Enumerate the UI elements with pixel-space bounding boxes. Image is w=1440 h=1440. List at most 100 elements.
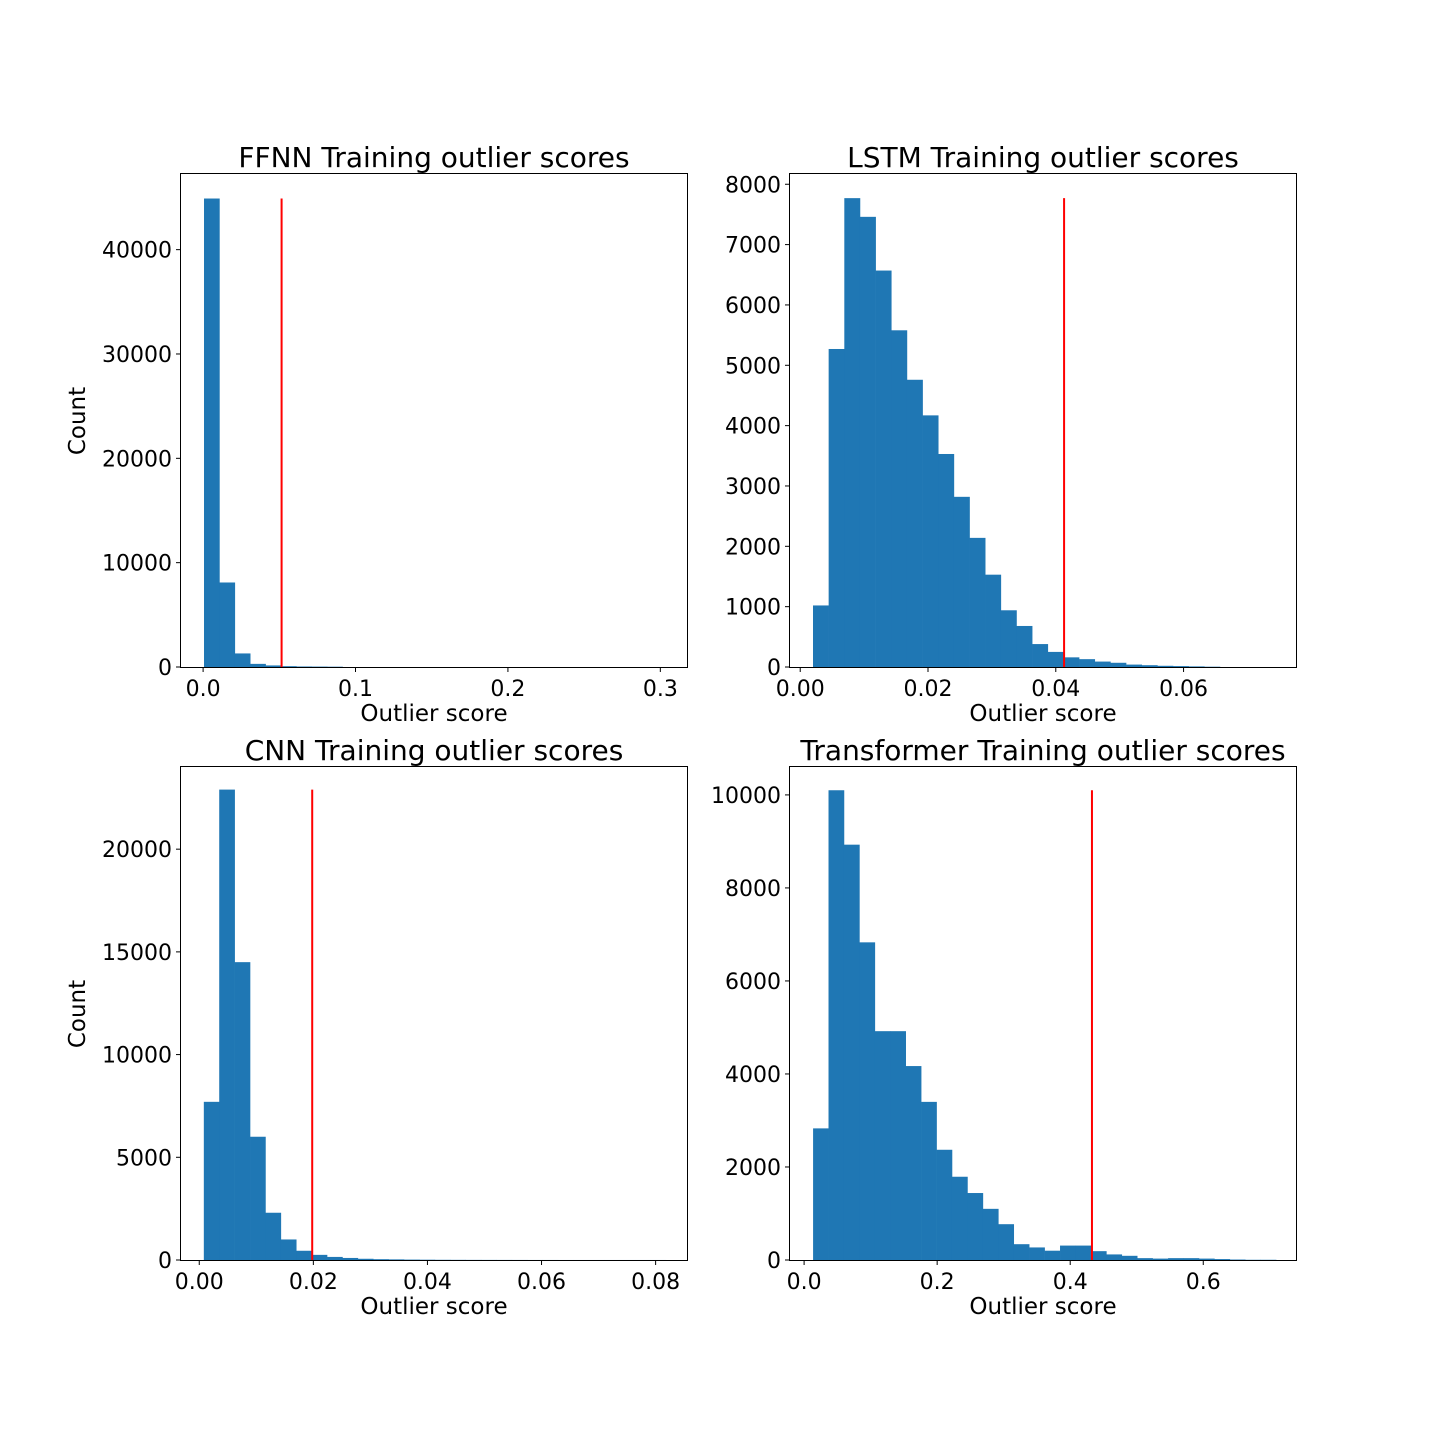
y-tick-label: 7000 — [725, 234, 781, 259]
subplot-ffnn: 0.0 0.1 0.2 0.3 0 10000 20000 30000 40000 FFNN T… — [65, 141, 688, 727]
x-tick-label: 0.00 — [175, 1270, 224, 1295]
histogram-bar — [1214, 1259, 1231, 1260]
x-tick-label: 0.1 — [338, 677, 373, 702]
histogram-bar — [844, 198, 861, 667]
histogram-bar — [1152, 1258, 1169, 1260]
x-tick-label: 0.04 — [1031, 677, 1080, 702]
y-tick-label: 20000 — [102, 838, 172, 863]
histogram-bar — [1075, 1245, 1092, 1260]
y-tick-label: 8000 — [725, 877, 781, 902]
histogram-bar — [969, 537, 986, 667]
histogram-bars — [813, 790, 1277, 1261]
y-axis-label: Count — [65, 387, 91, 455]
y-tick-label: 2000 — [725, 1156, 781, 1181]
y-tick-label: 0 — [767, 1249, 781, 1274]
histogram-bar — [813, 605, 829, 667]
histogram-bar — [1032, 644, 1049, 667]
histogram-bar — [373, 1259, 389, 1260]
histogram-bar — [1183, 1258, 1200, 1260]
y-tick-label: 5000 — [725, 354, 781, 379]
histogram-bar — [280, 666, 297, 667]
axes-frame — [789, 766, 1297, 1261]
y-axis-label: Count — [65, 980, 91, 1048]
histogram-bar — [967, 1193, 984, 1260]
histogram-bar — [1121, 1255, 1138, 1260]
histogram-bar — [843, 844, 860, 1260]
y-tick-label: 6000 — [725, 294, 781, 319]
histogram-bar — [875, 270, 892, 667]
chart-title: CNN Training outlier scores — [245, 734, 624, 767]
x-tick-label: 0.0 — [186, 677, 221, 702]
histogram-bar — [265, 665, 282, 667]
histogram-bar — [938, 453, 955, 667]
histogram-bars — [813, 198, 1221, 668]
histogram-bar — [874, 1031, 891, 1260]
histogram-bar — [1106, 1254, 1123, 1260]
histogram-bar — [1079, 659, 1096, 667]
histogram-bar — [1094, 661, 1111, 667]
y-tick-label: 15000 — [102, 941, 172, 966]
histogram-bar — [419, 1259, 436, 1261]
histogram-bar — [1137, 1258, 1153, 1260]
histogram-bar — [1157, 665, 1174, 667]
y-tick-label: 0 — [158, 656, 172, 681]
y-tick-label: 10000 — [711, 784, 781, 809]
histogram-bar — [311, 1254, 328, 1260]
subplot-cnn: 0.00 0.02 0.04 0.06 0.08 0 5000 10000 15000 20000… — [65, 734, 688, 1320]
histogram-bar — [1063, 657, 1080, 667]
histogram-bar — [327, 1256, 343, 1260]
x-tick-label: 0.02 — [289, 1270, 338, 1295]
axes-frame — [180, 173, 688, 668]
x-tick-label: 0.06 — [1159, 677, 1208, 702]
histogram-bar — [890, 1031, 906, 1260]
histogram-bar — [342, 1257, 359, 1260]
histogram-bars — [204, 198, 343, 668]
subplot-transformer: 0.0 0.2 0.4 0.6 0 2000 4000 6000 8000 10000 Trans… — [711, 734, 1297, 1320]
histogram-bar — [1000, 610, 1017, 667]
x-axis-label: Outlier score — [360, 1294, 507, 1320]
histogram-bar — [234, 653, 251, 667]
histogram-bar — [1141, 665, 1158, 667]
histogram-bar — [250, 1136, 266, 1260]
subplot-lstm: 0.00 0.02 0.04 0.06 0 1000 2000 3000 4000 5000 600… — [725, 141, 1297, 727]
histogram-bar — [1090, 1251, 1107, 1260]
histogram-bar — [1198, 1258, 1215, 1260]
histogram-bar — [1110, 662, 1127, 667]
axes-frame — [789, 173, 1297, 668]
histogram-bar — [311, 666, 328, 668]
histogram-bar — [1029, 1247, 1045, 1260]
x-tick-label: 0.02 — [904, 677, 953, 702]
histogram-bar — [219, 582, 236, 667]
histogram-bar — [921, 1101, 937, 1260]
histogram-bar — [982, 1208, 999, 1260]
histogram-bar — [280, 1239, 297, 1260]
histogram-bar — [859, 216, 876, 667]
histogram-bar — [936, 1149, 953, 1260]
x-tick-label: 0.3 — [643, 677, 678, 702]
histogram-bar — [1047, 651, 1064, 667]
x-axis-label: Outlier score — [969, 1294, 1116, 1320]
histogram-bar — [906, 379, 923, 667]
y-tick-label: 3000 — [725, 475, 781, 500]
y-tick-label: 5000 — [116, 1146, 172, 1171]
axis-ticks: 0.0 0.1 0.2 0.3 0 10000 20000 30000 40000 — [102, 239, 678, 702]
histogram-bar — [998, 1224, 1015, 1260]
histogram-bar — [953, 496, 970, 667]
histogram-bar — [1044, 1250, 1061, 1260]
chart-title: Transformer Training outlier scores — [799, 734, 1285, 767]
histogram-bar — [1060, 1245, 1076, 1260]
histogram-bar — [1016, 625, 1033, 667]
histogram-bar — [234, 962, 251, 1260]
y-tick-label: 10000 — [102, 552, 172, 577]
x-tick-label: 0.08 — [631, 1270, 680, 1295]
y-tick-label: 0 — [767, 656, 781, 681]
axis-ticks: 0.0 0.2 0.4 0.6 0 2000 4000 6000 8000 10000 — [711, 784, 1221, 1295]
y-tick-label: 8000 — [725, 173, 781, 198]
x-tick-label: 0.00 — [776, 677, 825, 702]
histogram-bar — [388, 1259, 405, 1260]
histogram-bar — [951, 1176, 968, 1260]
axes-frame — [180, 766, 688, 1261]
histogram-bar — [905, 1066, 922, 1260]
histogram-bar — [327, 666, 343, 668]
